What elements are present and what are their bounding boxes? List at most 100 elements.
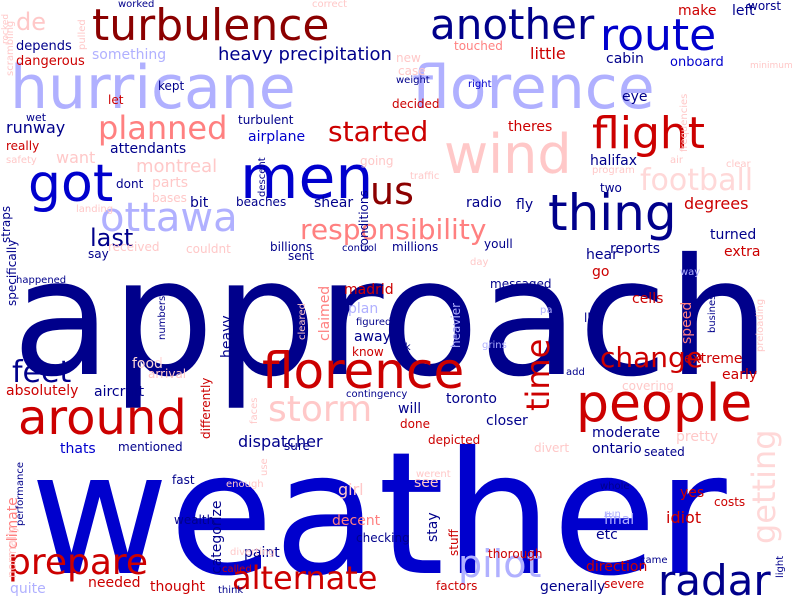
word-91: millions [392,240,439,254]
word-33: something [92,47,167,63]
word-165: stuff [447,529,461,556]
word-168: etc [596,527,618,543]
word-126: absolutely [6,383,79,399]
word-106: messaged [490,277,552,291]
word-12: thing [548,184,677,242]
word-32: heavy precipitation [218,44,392,65]
word-174: diverting [230,547,275,558]
word-2: hurricane [10,53,296,123]
word-9: men [240,143,374,213]
word-109: preloading [755,298,766,352]
word-96: control [342,243,377,254]
word-77: bases [152,191,187,205]
word-87: specifically [5,239,19,306]
word-63: attendants [110,141,187,157]
word-134: extreme [684,351,743,367]
word-37: rocked [1,13,11,44]
word-140: ontario [592,441,642,457]
word-42: cabin [606,51,644,67]
word-22: feet [12,355,72,390]
word-14: responsibility [300,213,487,246]
word-154: yes [680,485,705,501]
word-26: alternate [232,559,378,597]
word-157: final [604,512,635,528]
word-128: faces [249,397,260,424]
word-160: wealth [174,513,215,527]
word-64: airplane [248,129,306,145]
word-105: cleared [297,303,308,340]
word-100: hear [586,247,618,263]
word-58: wet [26,111,47,124]
word-122: grins [482,340,507,351]
word-162: checking [356,531,410,545]
word-10: got [28,154,114,214]
word-167: direction [586,559,648,575]
word-130: toronto [446,391,497,407]
word-76: two [600,181,622,195]
word-172: thought [150,579,206,595]
word-125: arrival [148,367,187,381]
word-46: onboard [670,55,724,70]
word-136: done [400,417,430,431]
word-99: day [470,257,489,268]
word-17: football [640,163,754,198]
word-123: differently [199,377,213,439]
word-163: paint [244,545,280,561]
word-71: program [592,165,635,176]
word-159: normally [5,525,19,578]
word-62: want [56,148,96,167]
word-29: last [90,224,134,252]
word-118: lbs [584,311,602,325]
word-171: needed [88,575,141,591]
word-116: heavier [449,302,463,348]
word-83: radio [466,195,502,211]
word-79: straps [0,205,13,243]
word-38: worked [118,0,155,10]
word-75: parts [152,175,189,191]
word-148: fast [172,473,195,487]
word-21: storm [268,389,373,430]
word-20: around [18,390,187,446]
word-1: weather [30,416,727,600]
word-111: heavy [219,315,235,358]
word-119: away [354,329,391,345]
word-86: landing [76,204,114,215]
word-0: approach [12,225,771,413]
word-80: bit [190,195,209,211]
word-52: kept [158,79,185,93]
word-184: pulled [77,19,88,50]
word-120: know [352,345,384,359]
word-103: business [707,289,718,333]
word-56: frequencies [679,93,690,152]
word-175: think [218,585,244,596]
word-156: run [604,509,621,520]
word-117: pa [540,305,553,316]
word-28: pilot [458,542,542,586]
word-170: quite [10,581,46,597]
word-57: turbulent [238,113,294,127]
word-88: received [108,240,160,254]
word-138: moderate [592,425,661,441]
word-40: touched [454,39,503,53]
word-151: girl [338,480,364,499]
word-176: factors [436,579,478,593]
word-135: will [398,401,422,417]
word-60: really [6,139,40,153]
word-25: radar [658,556,771,600]
word-179: light [775,555,786,578]
word-4: turbulence [92,0,330,51]
word-98: sent [288,249,314,263]
word-143: thats [60,441,96,457]
word-155: costs [714,495,746,509]
word-90: billions [270,240,313,254]
word-114: plan [348,301,379,317]
word-127: aircraft [94,384,145,400]
word-146: divert [534,441,570,455]
word-102: way [680,267,701,278]
word-112: madrid [344,282,394,298]
word-65: theres [508,119,553,135]
word-34: depends [16,39,72,54]
word-35: dangerous [16,54,85,69]
word-81: beaches [236,195,287,209]
